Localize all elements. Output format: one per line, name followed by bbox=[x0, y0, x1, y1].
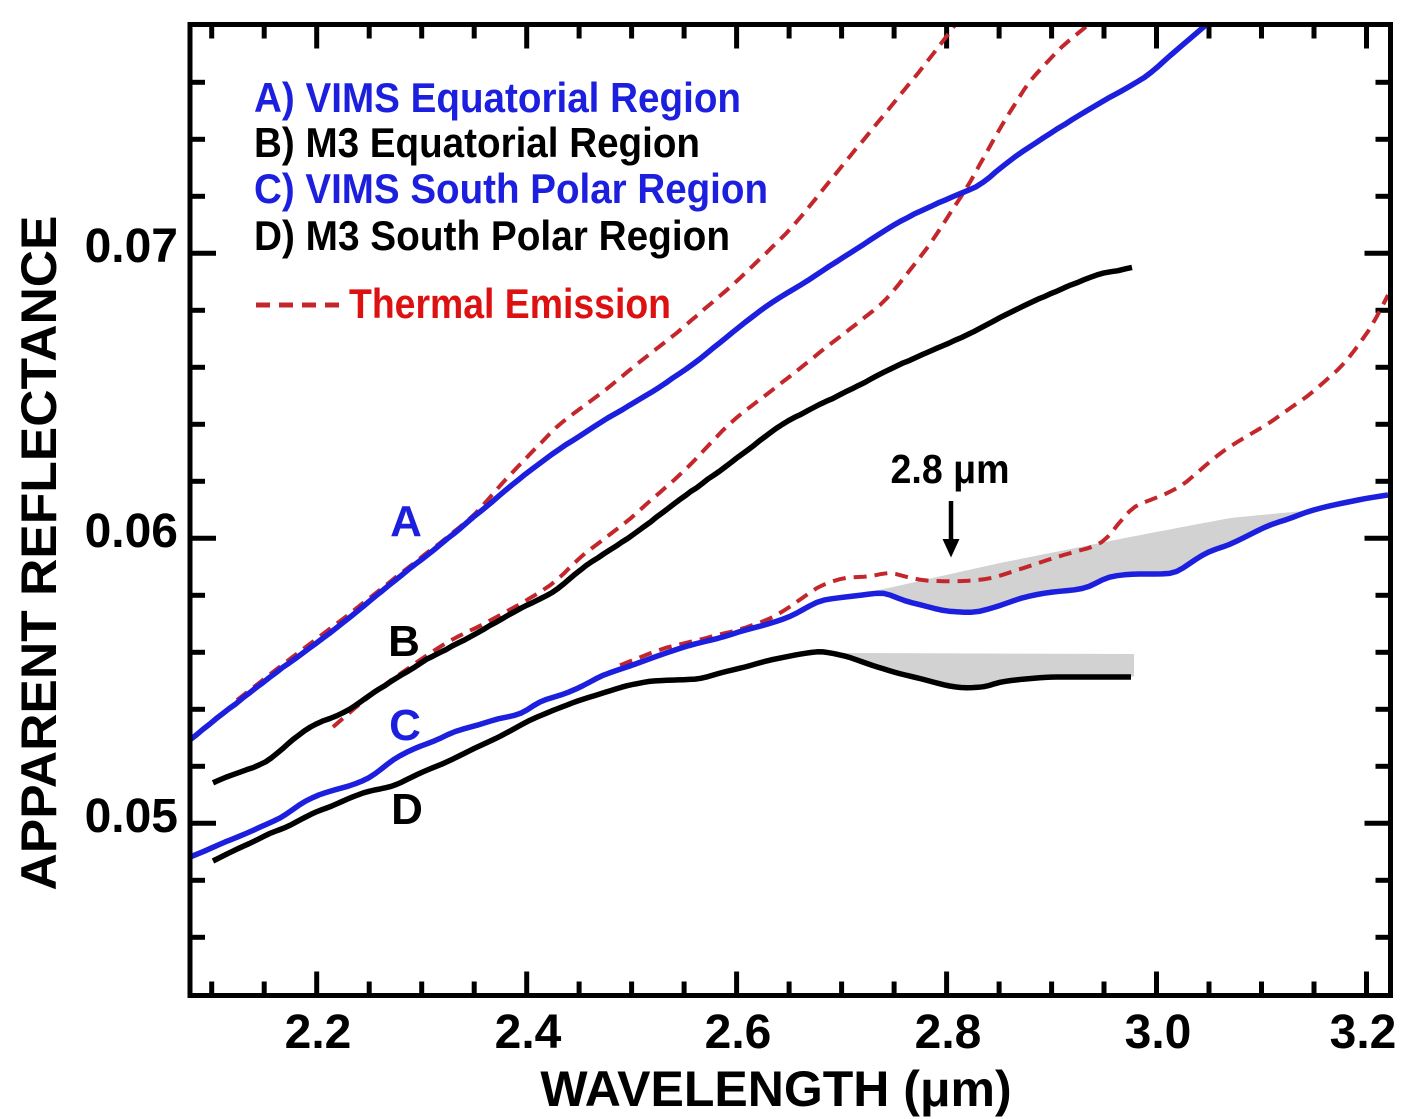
svg-text:APPARENT REFLECTANCE: APPARENT REFLECTANCE bbox=[11, 216, 67, 891]
svg-text:WAVELENGTH (μm): WAVELENGTH (μm) bbox=[540, 1061, 1011, 1117]
svg-text:C) VIMS South Polar Region: C) VIMS South Polar Region bbox=[254, 165, 768, 212]
svg-text:A) VIMS Equatorial Region: A) VIMS Equatorial Region bbox=[254, 74, 741, 121]
svg-text:Thermal Emission: Thermal Emission bbox=[349, 280, 671, 327]
svg-text:3.0: 3.0 bbox=[1125, 1006, 1192, 1059]
svg-text:2.8 μm: 2.8 μm bbox=[891, 446, 1010, 492]
svg-text:A: A bbox=[390, 497, 422, 546]
svg-text:D) M3 South Polar Region: D) M3 South Polar Region bbox=[254, 212, 730, 259]
svg-text:B: B bbox=[388, 617, 420, 666]
svg-text:0.07: 0.07 bbox=[85, 220, 178, 273]
svg-text:0.06: 0.06 bbox=[85, 505, 178, 558]
svg-text:2.6: 2.6 bbox=[705, 1006, 772, 1059]
svg-text:2.2: 2.2 bbox=[285, 1006, 352, 1059]
svg-text:B) M3 Equatorial Region: B) M3 Equatorial Region bbox=[254, 119, 700, 166]
svg-text:C: C bbox=[389, 701, 421, 750]
svg-text:2.4: 2.4 bbox=[495, 1006, 562, 1059]
svg-text:0.05: 0.05 bbox=[85, 790, 178, 843]
svg-text:3.2: 3.2 bbox=[1330, 1006, 1397, 1059]
svg-text:D: D bbox=[391, 785, 423, 834]
svg-text:2.8: 2.8 bbox=[915, 1006, 982, 1059]
